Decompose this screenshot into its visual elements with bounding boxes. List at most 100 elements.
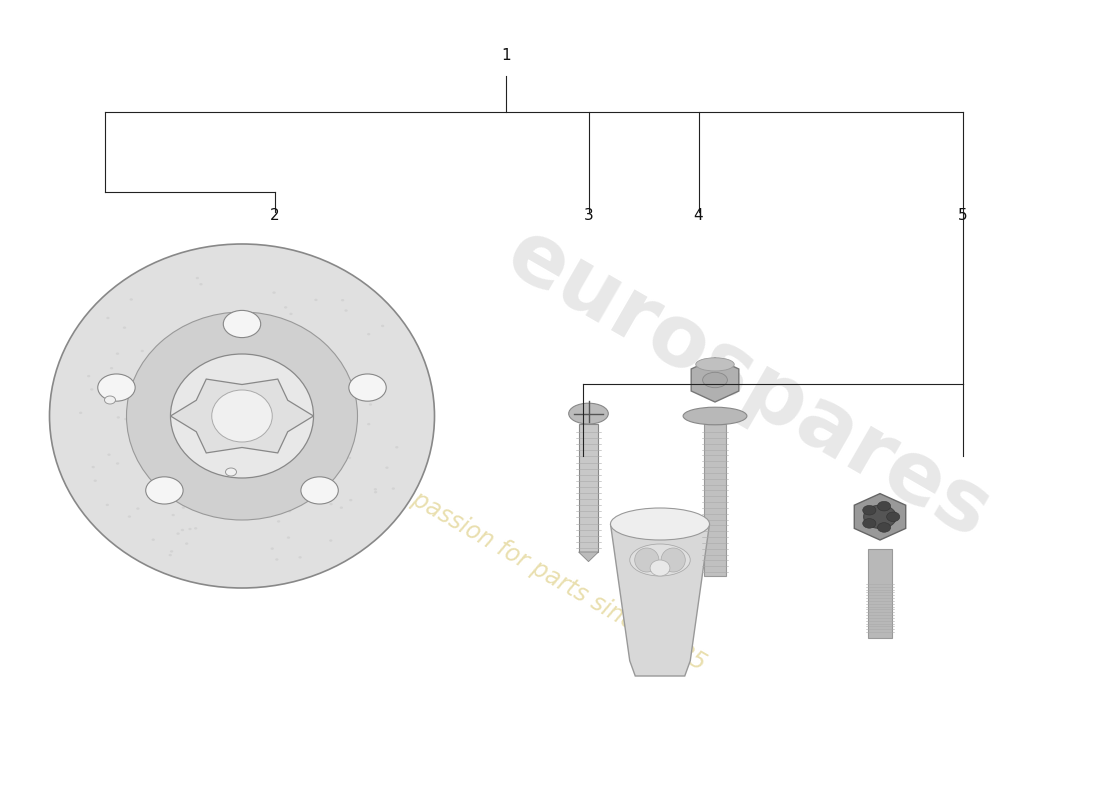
Ellipse shape [308,348,311,350]
Ellipse shape [213,496,217,498]
Ellipse shape [703,372,727,388]
Ellipse shape [340,506,343,509]
Ellipse shape [265,417,268,419]
Ellipse shape [204,482,207,484]
Ellipse shape [107,317,110,319]
Ellipse shape [344,310,348,312]
Ellipse shape [162,367,165,370]
Ellipse shape [185,542,188,545]
Ellipse shape [188,528,191,530]
Ellipse shape [142,410,145,413]
Polygon shape [610,524,710,676]
Ellipse shape [94,479,97,482]
Ellipse shape [368,377,372,379]
Ellipse shape [271,547,274,550]
Polygon shape [579,424,598,552]
Ellipse shape [367,423,371,426]
Ellipse shape [367,333,371,335]
Ellipse shape [123,326,126,329]
Ellipse shape [635,548,659,572]
Ellipse shape [168,402,172,405]
Ellipse shape [226,331,229,334]
Ellipse shape [862,506,876,515]
Ellipse shape [372,376,375,378]
Ellipse shape [180,529,184,531]
Ellipse shape [374,488,377,490]
Ellipse shape [126,312,358,520]
Ellipse shape [145,477,183,504]
Ellipse shape [169,550,173,553]
Ellipse shape [179,412,183,414]
Ellipse shape [255,507,258,510]
Ellipse shape [289,313,293,315]
Ellipse shape [226,468,236,476]
Text: 4: 4 [694,209,703,223]
Ellipse shape [176,533,179,535]
Ellipse shape [360,378,363,381]
Ellipse shape [887,512,900,522]
Ellipse shape [110,367,113,370]
Ellipse shape [87,375,90,378]
Ellipse shape [329,417,332,419]
Ellipse shape [130,298,133,301]
Ellipse shape [683,407,747,425]
Ellipse shape [276,414,279,417]
Ellipse shape [878,502,891,511]
Ellipse shape [256,358,260,361]
Text: 2: 2 [271,209,279,223]
Ellipse shape [184,342,187,345]
Ellipse shape [98,374,135,401]
Ellipse shape [862,518,876,528]
Ellipse shape [168,554,172,556]
Ellipse shape [349,374,386,401]
Ellipse shape [275,511,278,514]
Ellipse shape [298,556,301,558]
Ellipse shape [302,448,306,450]
Ellipse shape [244,494,248,497]
Ellipse shape [374,491,377,494]
Ellipse shape [152,538,155,541]
Ellipse shape [108,454,111,456]
Ellipse shape [284,306,287,309]
Ellipse shape [91,466,95,468]
Ellipse shape [395,446,398,449]
Ellipse shape [128,515,131,518]
Ellipse shape [288,510,292,512]
Polygon shape [579,552,598,562]
Ellipse shape [288,510,292,513]
Ellipse shape [161,368,164,370]
Polygon shape [691,358,739,402]
Ellipse shape [368,403,372,406]
Ellipse shape [277,520,280,522]
Ellipse shape [199,283,202,286]
Ellipse shape [124,418,128,420]
Text: a passion for parts since 1985: a passion for parts since 1985 [389,476,711,676]
Polygon shape [855,494,905,540]
Ellipse shape [152,436,155,438]
Ellipse shape [182,506,185,509]
Text: 1: 1 [502,49,510,63]
Ellipse shape [250,490,253,493]
Polygon shape [170,379,314,453]
Ellipse shape [196,277,199,279]
Ellipse shape [154,348,157,350]
Ellipse shape [273,291,276,294]
Ellipse shape [348,457,351,459]
Ellipse shape [90,388,94,390]
Ellipse shape [329,539,332,542]
Ellipse shape [290,495,294,498]
Ellipse shape [106,504,109,506]
Ellipse shape [878,522,891,532]
Ellipse shape [136,507,140,510]
Ellipse shape [218,476,221,478]
Ellipse shape [116,462,119,465]
Ellipse shape [695,358,735,371]
Ellipse shape [211,390,273,442]
Ellipse shape [79,412,82,414]
Ellipse shape [392,487,395,490]
Ellipse shape [178,466,182,468]
Ellipse shape [197,376,200,378]
Ellipse shape [864,506,896,529]
Ellipse shape [629,544,691,576]
Ellipse shape [246,355,250,358]
